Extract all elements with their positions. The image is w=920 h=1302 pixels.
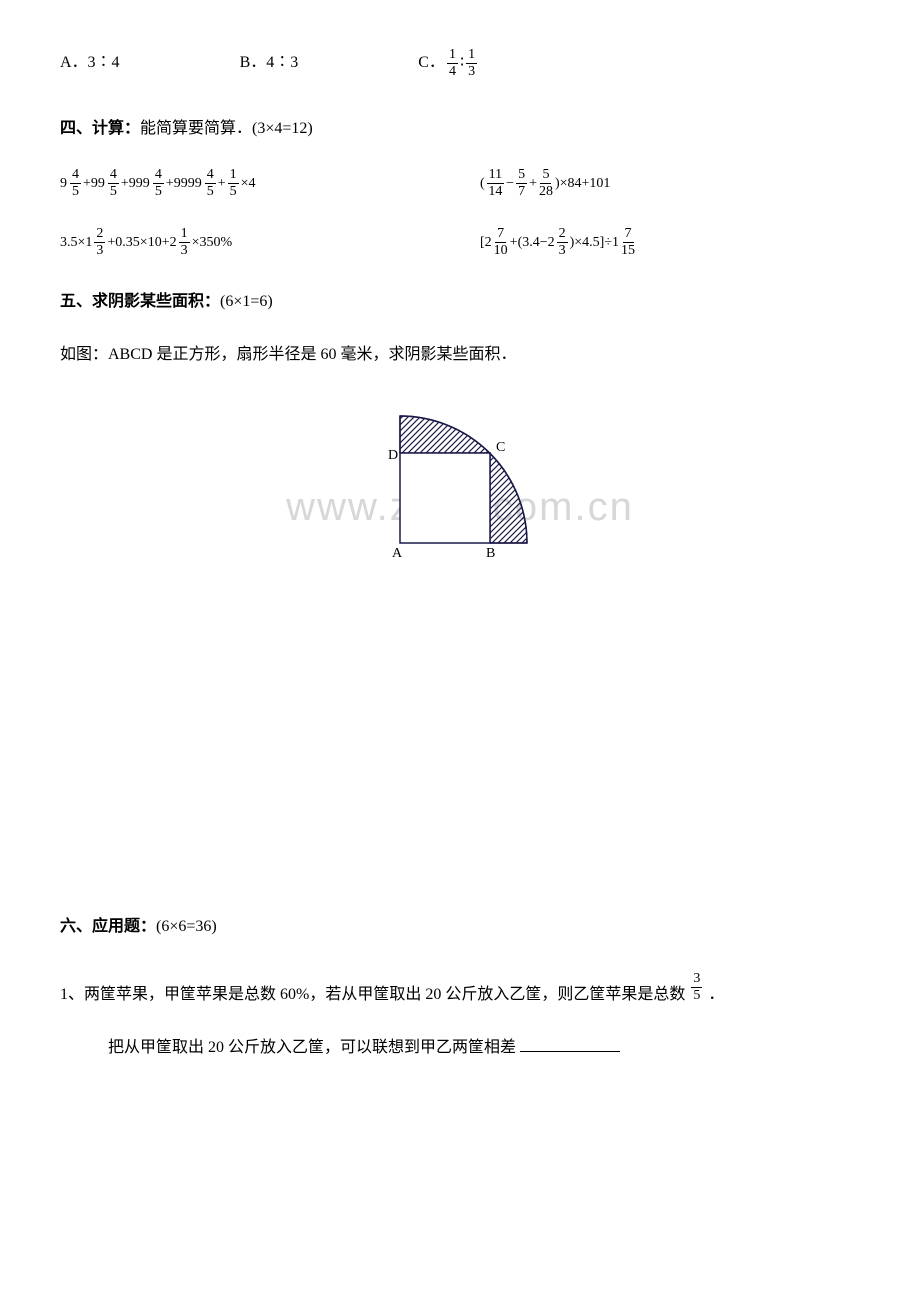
t: +99 [83, 171, 105, 196]
t: +0.35×10+2 [107, 230, 176, 255]
t: 3 [181, 243, 188, 258]
t: )×4.5]÷1 [570, 230, 619, 255]
t: +999 [121, 171, 150, 196]
label-d: D [388, 448, 398, 463]
t: 3 [96, 243, 103, 258]
section6-heading-bold: 六、应用题： [60, 918, 156, 935]
t: 28 [539, 184, 553, 199]
q1-post: ． [708, 986, 724, 1003]
t: 7 [518, 184, 525, 199]
section4-heading-bold: 四、计算： [60, 120, 140, 137]
t: 9 [60, 171, 67, 196]
t: +(3.4−2 [510, 230, 555, 255]
section5-text: 如图：ABCD 是正方形，扇形半径是 60 毫米，求阴影某些面积． [60, 341, 860, 370]
section6-q1-sub: 把从甲筐取出 20 公斤放入乙筐，可以联想到甲乙两筐相差 [108, 1034, 860, 1063]
t: 11 [487, 168, 504, 184]
option-a: A．3∶4 [60, 49, 120, 78]
spacer [60, 573, 860, 893]
expr1: 945 +9945 +99945 +999945 + 15 ×4 [60, 168, 440, 199]
figure-wrap: www.zixin.com.cn D C A B [60, 393, 860, 563]
t: 2 [557, 227, 568, 243]
q1-pre: 1、两筐苹果，甲筐苹果是总数 60%，若从甲筐取出 20 公斤放入乙筐，则乙筐苹… [60, 986, 685, 1003]
t: 4 [70, 168, 81, 184]
section4-heading: 四、计算：能简算要简算．(3×4=12) [60, 115, 860, 144]
t: ×4 [241, 171, 256, 196]
t: 5 [516, 168, 527, 184]
frac-num: 1 [447, 48, 458, 64]
t: 7 [623, 227, 634, 243]
section5-heading-bold: 五、求阴影某些面积： [60, 293, 220, 310]
label-b: B [486, 546, 495, 561]
t: 7 [495, 227, 506, 243]
t: 4 [153, 168, 164, 184]
section5-heading: 五、求阴影某些面积：(6×1=6) [60, 288, 860, 317]
t: 2 [94, 227, 105, 243]
t: − [506, 171, 514, 196]
label-c: C [496, 440, 505, 455]
expr3: 3.5×1 23 +0.35×10+2 13 ×350% [60, 227, 440, 258]
option-c-colon: ∶ [460, 49, 464, 78]
t: + [529, 171, 537, 196]
q1-frac: 3 5 [691, 972, 702, 1003]
calc-grid: 945 +9945 +99945 +999945 + 15 ×4 ( 1114 … [60, 168, 860, 258]
t: [2 [480, 230, 492, 255]
t: 5 [110, 184, 117, 199]
q1-sub-text: 把从甲筐取出 20 公斤放入乙筐，可以联想到甲乙两筐相差 [108, 1039, 516, 1056]
t: 14 [488, 184, 502, 199]
section6-heading-rest: (6×6=36) [156, 918, 217, 935]
t: 1 [179, 227, 190, 243]
option-c: C． 1 4 ∶ 1 3 [418, 48, 479, 79]
t: ×350% [192, 230, 233, 255]
section5-heading-rest: (6×1=6) [220, 293, 273, 310]
t: 5 [72, 184, 79, 199]
expr4: [2 710 +(3.4−2 23 )×4.5]÷1 715 [480, 227, 860, 258]
option-c-frac1: 1 4 [447, 48, 458, 79]
t: 5 [230, 184, 237, 199]
t: 4 [205, 168, 216, 184]
blank-line [520, 1035, 620, 1052]
option-b: B．4∶3 [240, 49, 299, 78]
frac-num: 3 [691, 972, 702, 988]
t: ( [480, 171, 485, 196]
geometry-figure: D C A B [360, 393, 560, 563]
option-c-frac2: 1 3 [466, 48, 477, 79]
frac-den: 4 [449, 64, 456, 79]
frac-num: 1 [466, 48, 477, 64]
t: 5 [207, 184, 214, 199]
frac-den: 3 [468, 64, 475, 79]
t: 5 [540, 168, 551, 184]
expr2: ( 1114 − 57 + 528 )×84+101 [480, 168, 860, 199]
option-c-prefix: C． [418, 49, 445, 78]
t: 15 [621, 243, 635, 258]
t: )×84+101 [555, 171, 610, 196]
section6-q1: 1、两筐苹果，甲筐苹果是总数 60%，若从甲筐取出 20 公斤放入乙筐，则乙筐苹… [60, 972, 860, 1010]
t: + [218, 171, 226, 196]
options-row: A．3∶4 B．4∶3 C． 1 4 ∶ 1 3 [60, 48, 860, 79]
t: 5 [155, 184, 162, 199]
t: 1 [228, 168, 239, 184]
section4-heading-rest: 能简算要简算．(3×4=12) [140, 120, 313, 137]
section6-heading: 六、应用题：(6×6=36) [60, 913, 860, 942]
t: 4 [108, 168, 119, 184]
t: 10 [494, 243, 508, 258]
frac-den: 5 [693, 988, 700, 1003]
t: 3 [559, 243, 566, 258]
t: 3.5×1 [60, 230, 92, 255]
label-a: A [392, 546, 403, 561]
t: +9999 [166, 171, 202, 196]
